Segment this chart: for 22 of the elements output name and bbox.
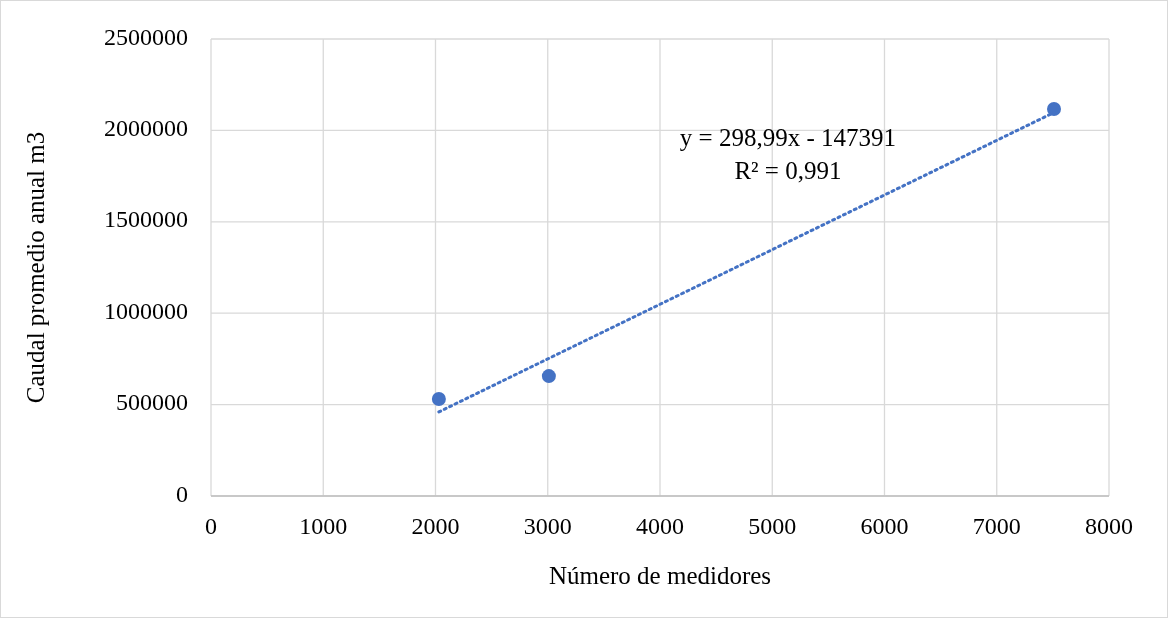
- y-tick-label: 1500000: [104, 206, 188, 233]
- y-tick-label: 2500000: [104, 23, 188, 50]
- y-tick-label: 2000000: [104, 114, 188, 141]
- point: [1047, 102, 1061, 117]
- annotation: y = 298,99x - 147391: [679, 124, 897, 151]
- y-axis-title: Caudal promedio anual m3: [22, 131, 49, 404]
- x-tick-label: 2000: [411, 513, 460, 539]
- x-tick-label: 1000: [299, 513, 348, 539]
- point: [541, 369, 556, 384]
- annotation: R² = 0,991: [734, 157, 842, 184]
- x-tick-label: 7000: [972, 513, 1021, 539]
- x-tick-label: 4000: [636, 513, 684, 539]
- point: [431, 391, 446, 406]
- x-axis-title: Número de medidores: [548, 562, 772, 589]
- x-tick-label: 8000: [1085, 513, 1133, 539]
- x-tick-label: 3000: [523, 513, 572, 539]
- x-tick-label: 6000: [860, 513, 909, 539]
- y-tick-label: 0: [176, 480, 188, 507]
- y-tick-label: 1000000: [104, 297, 188, 324]
- x-tick-label: 0: [205, 513, 217, 539]
- y-tick-label: 500000: [116, 389, 188, 416]
- x-tick-label: 5000: [748, 513, 797, 539]
